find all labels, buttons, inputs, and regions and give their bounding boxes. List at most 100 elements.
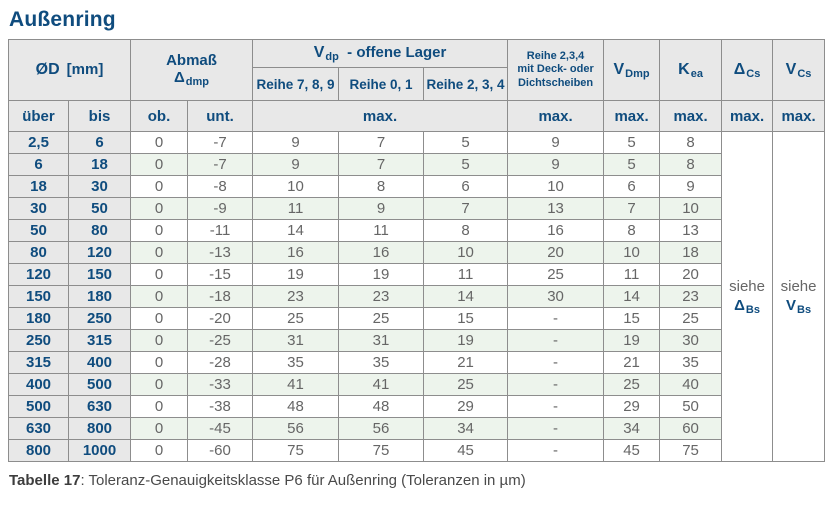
cell-bis: 250 [67,307,132,330]
col-header-max-vdmp: max. [603,100,661,132]
cell-value: -28 [187,351,254,374]
cell-value: 56 [338,417,425,440]
cell-value: 21 [603,351,661,374]
diameter-symbol: ØD [35,61,60,78]
cell-ueber: 400 [8,373,69,396]
col-header-max-vcs: max. [772,100,826,132]
cell-bis: 315 [67,329,132,352]
cell-bis: 500 [67,373,132,396]
cell-value: 0 [130,307,189,330]
col-header-vdp-offene-lager: Vdp - offene Lager [252,39,509,68]
col-header-delta-cs: ΔCs [721,39,774,101]
table-row: 180 250 0 -20 25 25 15-15 25 [8,307,825,330]
see-word: siehe [780,277,817,295]
cell-value: 20 [659,263,723,286]
page-title: Außenring [9,8,116,31]
cell-value: 5 [423,131,509,154]
table-row: 80 120 0 -13 16 16 10 20 10 18 [8,241,825,264]
tolerance-table: ØD [mm] Abmaß Δdmp Vdp - offene Lager Rei… [7,39,826,462]
see-symbol: VBs [786,296,812,316]
abmass-symbol: Δdmp [174,69,210,88]
cell-value: - [507,329,605,352]
table-caption: Tabelle 17: Toleranz-Genauigkeitsklasse … [9,472,827,489]
col-header-kea: Kea [659,39,723,101]
cell-value: 35 [659,351,723,374]
col-header-abmass: Abmaß Δdmp [130,39,254,101]
cell-value: 16 [338,241,425,264]
cell-value: - [507,307,605,330]
cell-value: 0 [130,175,189,198]
cell-value: -7 [187,131,254,154]
cell-bis: 1000 [67,439,132,462]
cell-value: -60 [187,439,254,462]
cell-value: 0 [130,439,189,462]
cell-value: 6 [423,175,509,198]
cell-value: 10 [603,241,661,264]
cell-bis: 400 [67,351,132,374]
cell-value: 10 [507,175,605,198]
cell-value: 16 [252,241,340,264]
cell-value: 7 [603,197,661,220]
cell-value: -13 [187,241,254,264]
cell-value: 13 [507,197,605,220]
cell-ueber: 18 [8,175,69,198]
cell-value: 11 [423,263,509,286]
cell-value: 0 [130,241,189,264]
table-row: 630 800 0 -45 56 56 34-34 60 [8,417,825,440]
cell-value: 0 [130,131,189,154]
table-row: 6 18 0 -7 9 7 5 9 5 8 [8,153,825,176]
cell-value: 8 [659,153,723,176]
cell-value: 0 [130,373,189,396]
cell-value: -33 [187,373,254,396]
cell-value: 14 [423,285,509,308]
cell-value: 19 [252,263,340,286]
table-row: 800 1000 0 -60 75 75 45-45 75 [8,439,825,462]
cell-value: 7 [338,131,425,154]
cell-value: 75 [252,439,340,462]
cell-value: 14 [252,219,340,242]
col-header-deck-dichtscheiben: Reihe 2,3,4 mit Deck- oder Dichtscheiben [507,39,605,101]
cell-value: 75 [659,439,723,462]
cell-value: 0 [130,153,189,176]
col-header-max-kea: max. [659,100,723,132]
cell-value: 60 [659,417,723,440]
cell-ueber: 80 [8,241,69,264]
table-row: 120 150 0 -15 19 19 11 25 11 20 [8,263,825,286]
cell-value: 10 [659,197,723,220]
cell-ueber: 6 [8,153,69,176]
cell-value: 9 [659,175,723,198]
cell-ueber: 120 [8,263,69,286]
cell-value: 19 [338,263,425,286]
col-header-bis: bis [67,100,132,132]
header-row-2: Reihe 7, 8, 9 Reihe 0, 1 Reihe 2, 3, 4 [9,67,825,101]
cell-value: -9 [187,197,254,220]
cell-value: 5 [603,153,661,176]
cell-value: 9 [338,197,425,220]
cell-value: - [507,395,605,418]
cell-value: 5 [423,153,509,176]
cell-value: 16 [507,219,605,242]
cell-value: 0 [130,263,189,286]
abmass-label: Abmaß [166,52,217,69]
cell-value: 10 [423,241,509,264]
cell-bis: 800 [67,417,132,440]
cell-bis: 120 [67,241,132,264]
cell-bis: 150 [67,263,132,286]
cell-value: 0 [130,351,189,374]
table-row: 400 500 0 -33 41 41 25-25 40 [8,373,825,396]
cell-value: 10 [252,175,340,198]
cell-value: 75 [338,439,425,462]
cell-value: 50 [659,395,723,418]
see-delta-bs-cell: siehe ΔBs [721,131,774,462]
cell-value: 0 [130,197,189,220]
cell-value: 48 [252,395,340,418]
table-row: 150 180 0 -18 23 23 14 30 14 23 [8,285,825,308]
table-row: 315 400 0 -28 35 35 21-21 35 [8,351,825,374]
table-row: 50 80 0 -11 14 11 8 16 8 13 [8,219,825,242]
cell-value: 7 [338,153,425,176]
cell-ueber: 150 [8,285,69,308]
cell-value: 23 [252,285,340,308]
cell-value: 25 [252,307,340,330]
cell-value: 14 [603,285,661,308]
cell-value: 25 [507,263,605,286]
